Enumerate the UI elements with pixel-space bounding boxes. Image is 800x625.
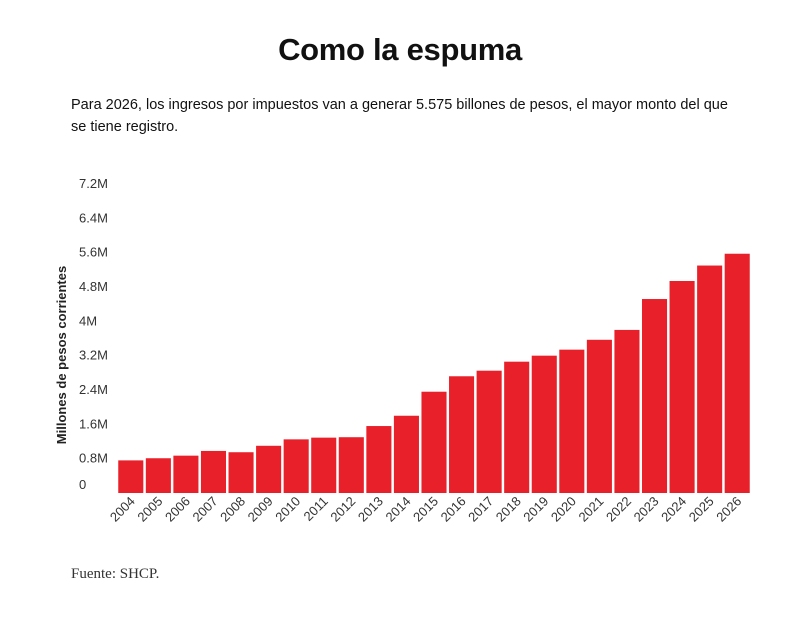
bar-2025 — [697, 265, 723, 493]
bar-2007 — [200, 450, 227, 493]
x-tick-label: 2020 — [548, 494, 579, 525]
y-tick-label: 2.4M — [79, 382, 108, 397]
bar-2021 — [586, 339, 612, 493]
y-tick-label: 3.2M — [79, 348, 108, 363]
bar-2024 — [669, 280, 695, 493]
bar-2018 — [504, 361, 530, 493]
bar-2011 — [311, 437, 337, 493]
bar-2004 — [118, 460, 144, 493]
y-tick-label: 6.4M — [79, 210, 108, 225]
x-tick-label: 2010 — [272, 494, 303, 525]
x-tick-label: 2014 — [382, 494, 413, 525]
x-tick-label: 2013 — [355, 494, 386, 525]
bars — [118, 253, 750, 493]
bar-2013 — [366, 426, 392, 493]
bar-2006 — [173, 455, 199, 493]
x-tick-label: 2026 — [713, 494, 744, 525]
y-tick-label: 5.6M — [79, 245, 108, 260]
x-tick-label: 2009 — [245, 494, 276, 525]
bar-2009 — [256, 445, 282, 493]
x-tick-label: 2008 — [217, 494, 248, 525]
y-tick-label: 7.2M — [79, 176, 108, 191]
bar-2016 — [449, 376, 475, 493]
chart-subtitle: Para 2026, los ingresos por impuestos va… — [71, 97, 728, 135]
x-tick-label: 2011 — [300, 494, 330, 524]
x-tick-label: 2004 — [107, 494, 138, 525]
bar-2012 — [338, 437, 364, 493]
x-tick-label: 2016 — [438, 494, 469, 525]
bar-2026 — [724, 253, 750, 493]
x-tick-label: 2022 — [603, 494, 634, 525]
y-tick-label: 4.8M — [79, 279, 108, 294]
bar-2020 — [559, 349, 585, 493]
bar-2023 — [641, 299, 668, 493]
y-tick-label: 1.6M — [79, 416, 108, 431]
x-tick-label: 2018 — [493, 494, 524, 525]
x-tick-label: 2021 — [575, 494, 606, 525]
x-tick-label: 2005 — [134, 494, 165, 525]
bar-chart: 0 0.8M 1.6M 2.4M 3.2M 4M 4.8M 5.6M 6.4M 7.2M 2004… — [54, 176, 750, 525]
x-tick-label: 2023 — [631, 494, 662, 525]
bar-2022 — [614, 329, 640, 493]
x-tick-label: 2007 — [190, 494, 221, 525]
bar-2019 — [531, 355, 557, 493]
chart-title: Como la espuma — [278, 32, 522, 67]
x-tick-label: 2024 — [658, 494, 689, 525]
source-note: Fuente: SHCP. — [71, 566, 160, 582]
x-axis: 2004200520062007200820092010201120122013… — [107, 494, 744, 525]
x-tick-label: 2012 — [327, 494, 358, 525]
y-axis: 0 0.8M 1.6M 2.4M 3.2M 4M 4.8M 5.6M 6.4M 7.2M — [79, 176, 108, 492]
bar-2010 — [283, 439, 309, 493]
bar-2005 — [145, 458, 171, 493]
bar-2008 — [228, 452, 254, 493]
x-tick-label: 2017 — [465, 494, 496, 525]
y-tick-label: 0.8M — [79, 451, 108, 466]
y-axis-label: Millones de pesos corrientes — [54, 266, 69, 444]
x-tick-label: 2019 — [520, 494, 551, 525]
bar-2017 — [476, 370, 502, 493]
x-tick-label: 2015 — [410, 494, 441, 525]
x-tick-label: 2006 — [162, 494, 193, 525]
x-tick-label: 2025 — [686, 494, 717, 525]
y-tick-label: 4M — [79, 313, 97, 328]
bar-2014 — [393, 415, 419, 493]
y-tick-label: 0 — [79, 477, 86, 492]
bar-2015 — [421, 391, 447, 493]
